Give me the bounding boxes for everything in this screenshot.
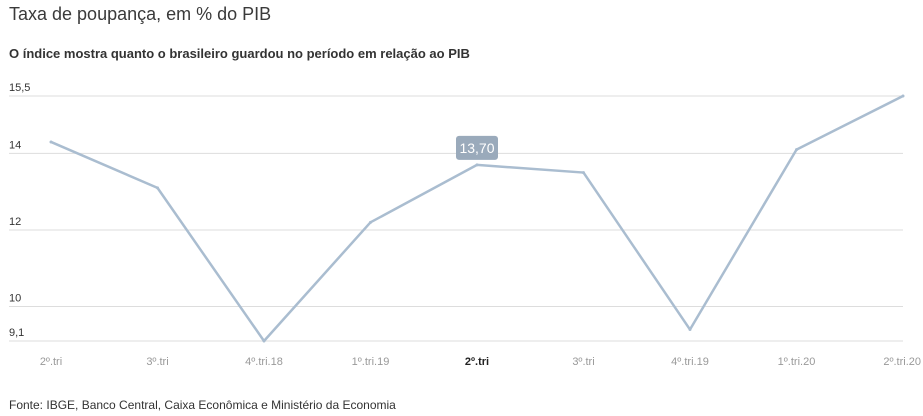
data-point[interactable] [369, 220, 372, 224]
y-tick-label: 12 [9, 216, 21, 228]
x-tick-label: 1º.tri.20 [778, 356, 816, 368]
series-group [49, 94, 905, 343]
data-point[interactable] [582, 171, 585, 175]
series-line [49, 94, 905, 343]
tooltip-box [456, 135, 498, 160]
y-tick-label: 9,1 [9, 327, 24, 339]
data-point[interactable] [156, 186, 159, 190]
y-tick-label: 15,5 [9, 82, 30, 94]
line-chart: 15,5 14 12 10 9,1 2º.tri 3º.tri 4º.tri.18 1º.tr… [9, 82, 921, 368]
x-tick-label: 2º.tri [40, 356, 62, 368]
y-tick-label: 10 [9, 293, 21, 305]
gridlines [9, 95, 903, 342]
chart-title: Taxa de poupança, em % do PIB [9, 4, 272, 24]
chart-subtitle: O índice mostra quanto o brasileiro guar… [9, 46, 470, 61]
x-tick-label: 3º.tri [146, 356, 168, 368]
data-point[interactable] [49, 140, 53, 144]
y-axis-ticks: 15,5 14 12 10 9,1 [9, 82, 30, 339]
x-axis-ticks: 2º.tri 3º.tri 4º.tri.18 1º.tri.19 2º.tri 3º.t… [40, 356, 921, 368]
data-point[interactable] [262, 339, 266, 343]
data-point[interactable] [795, 148, 798, 152]
x-tick-label: 2º.tri.20 [883, 356, 921, 368]
x-tick-label: 1º.tri.19 [352, 356, 390, 368]
highlight-tooltip: 13,70 [456, 135, 498, 160]
x-tick-label: 3º.tri [572, 356, 594, 368]
x-tick-label: 2º.tri [465, 356, 489, 368]
x-tick-label: 4º.tri.18 [245, 356, 283, 368]
data-point[interactable] [901, 94, 905, 98]
source-note: Fonte: IBGE, Banco Central, Caixa Econôm… [9, 398, 396, 412]
tooltip-value-label: 13,70 [459, 140, 494, 156]
data-point[interactable] [688, 328, 692, 332]
y-tick-label: 14 [9, 139, 21, 151]
x-tick-label: 4º.tri.19 [671, 356, 709, 368]
data-point[interactable] [475, 163, 479, 167]
